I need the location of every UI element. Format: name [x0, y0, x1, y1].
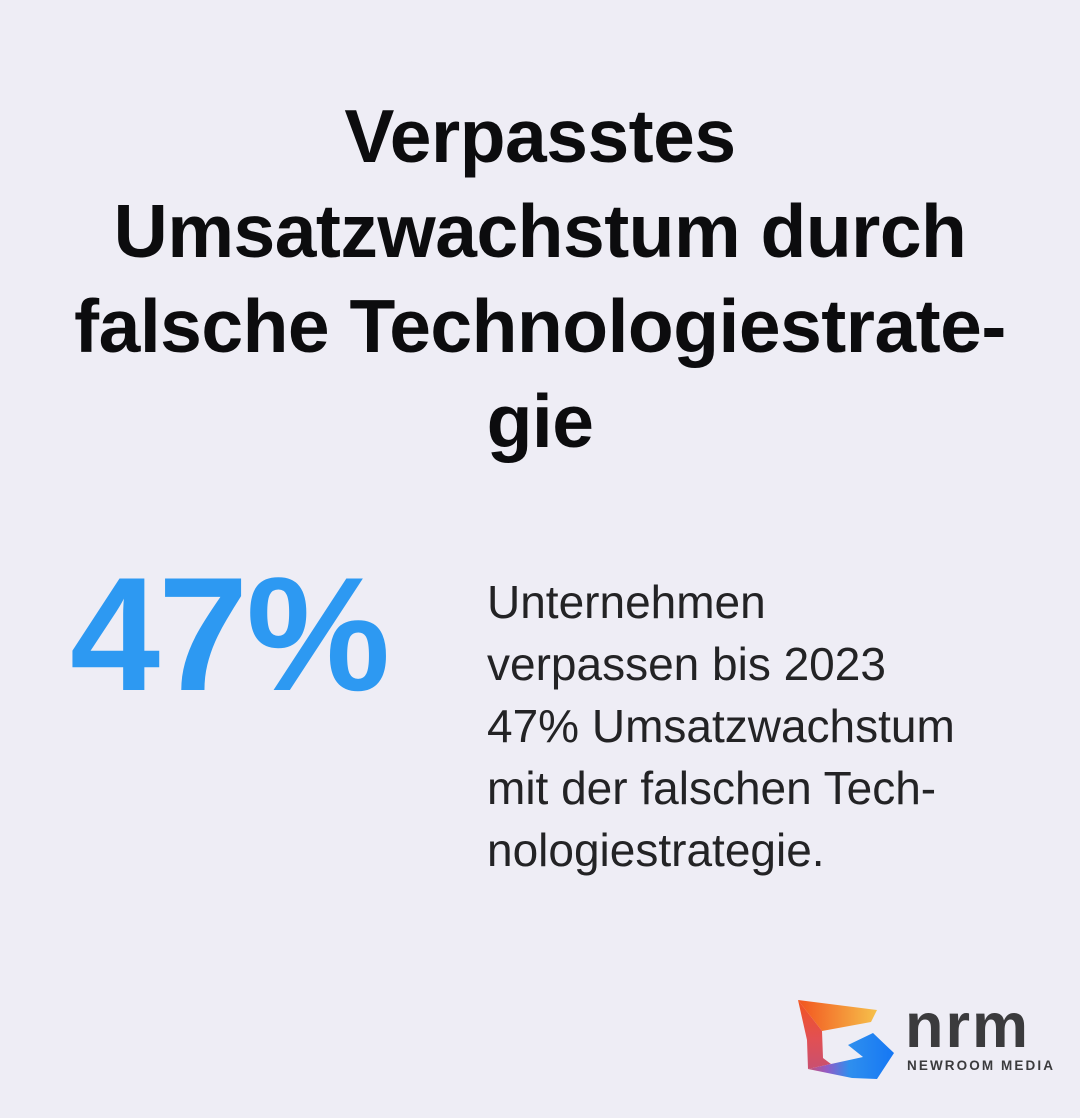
headline-line-3: falsche Technologiestrate- — [74, 284, 1006, 368]
stat-description-line-5: nologiestrategie. — [487, 824, 825, 876]
logo-mark-left-stroke — [798, 1000, 831, 1069]
stat-description: Unternehmen verpassen bis 2023 47% Umsat… — [487, 571, 1007, 881]
brand-subtitle: NEWROOM MEDIA — [907, 1058, 1056, 1073]
stat-percentage: 47% — [70, 544, 390, 725]
stat-description-line-1: Unternehmen — [487, 576, 766, 628]
headline-line-1: Verpasstes — [344, 94, 736, 178]
nrm-logo-icon — [798, 1000, 894, 1079]
stat-description-line-3: 47% Umsatzwachstum — [487, 700, 955, 752]
stat-description-line-2: verpassen bis 2023 — [487, 638, 886, 690]
brand-name: nrm — [905, 991, 1031, 1061]
headline-line-4: gie — [486, 379, 594, 463]
logo-mark-bottom-chevron — [808, 1033, 894, 1079]
headline-line-2: Umsatzwachstum durch — [113, 189, 967, 273]
logo-mark-top-stroke — [798, 1000, 877, 1031]
stat-description-line-4: mit der falschen Tech- — [487, 762, 937, 814]
page-title: Verpasstes Umsatzwachstum durch falsche … — [0, 89, 1080, 469]
